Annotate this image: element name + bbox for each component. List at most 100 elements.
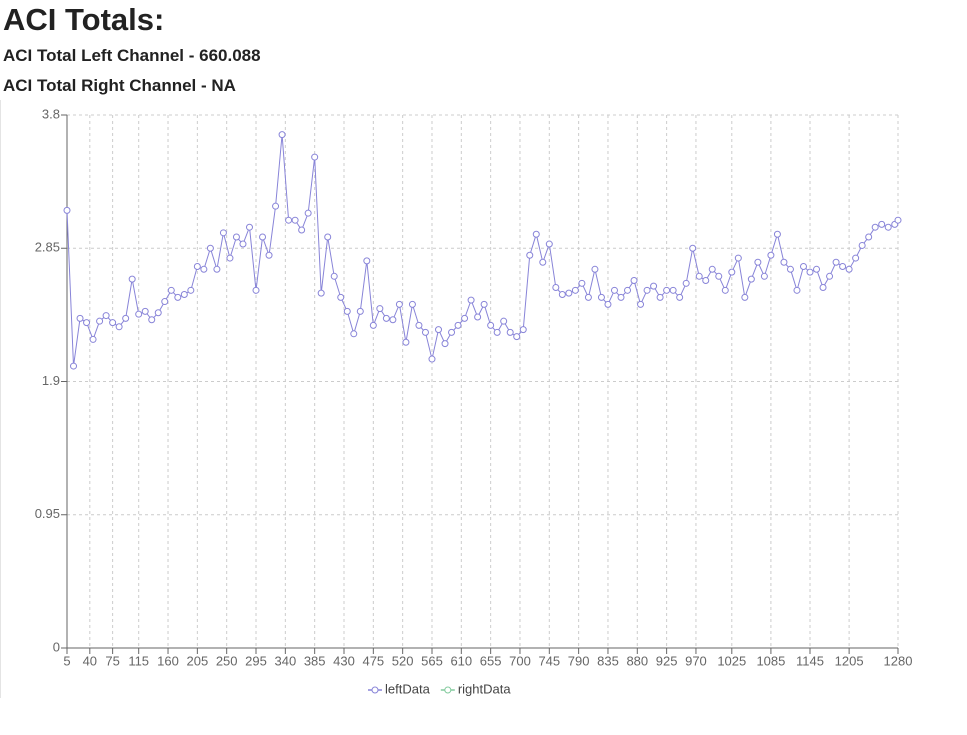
data-point [884, 223, 892, 231]
data-point [161, 298, 169, 306]
x-tick-label: 610 [450, 653, 472, 668]
data-point [122, 314, 130, 322]
x-tick-label: 565 [421, 653, 443, 668]
data-point [76, 314, 84, 322]
data-point [187, 286, 195, 294]
data-point [695, 272, 703, 280]
x-tick-label: 385 [304, 653, 326, 668]
y-tick-label: 2.85 [35, 240, 60, 255]
y-tick-label: 0.95 [35, 506, 60, 521]
x-tick-label: 835 [597, 653, 619, 668]
x-tick-label: 40 [83, 653, 97, 668]
x-tick-label: 1025 [717, 653, 746, 668]
data-point [604, 300, 612, 308]
x-tick-label: 475 [362, 653, 384, 668]
data-point [513, 333, 521, 341]
x-tick-label: 205 [187, 653, 209, 668]
data-point [278, 131, 286, 139]
right-total: ACI Total Right Channel - NA [3, 76, 236, 95]
data-point [285, 216, 293, 224]
data-point [265, 251, 273, 259]
data-point [350, 330, 358, 338]
data-point [454, 321, 462, 329]
x-tick-label: 880 [626, 653, 648, 668]
data-point [480, 300, 488, 308]
data-point [311, 153, 319, 161]
x-tick-label: 520 [392, 653, 414, 668]
data-point [832, 258, 840, 266]
data-point [663, 286, 671, 294]
data-point [324, 233, 332, 241]
data-point [167, 286, 175, 294]
x-tick-label: 1085 [756, 653, 785, 668]
data-point [128, 275, 136, 283]
data-point [532, 230, 540, 238]
data-point [610, 286, 618, 294]
data-point [826, 272, 834, 280]
data-point [376, 305, 384, 313]
x-tick-label: 1145 [796, 653, 824, 668]
data-point [337, 293, 345, 301]
data-point [682, 279, 690, 287]
data-point [780, 258, 788, 266]
data-point [558, 291, 566, 299]
data-point [734, 254, 742, 262]
data-point [643, 286, 651, 294]
data-point [330, 272, 338, 280]
data-point [624, 286, 632, 294]
data-point [487, 321, 495, 329]
x-tick-label: 970 [685, 653, 707, 668]
data-point [395, 300, 403, 308]
series-line [66, 134, 899, 367]
data-point [767, 251, 775, 259]
data-point [428, 355, 436, 363]
data-point [741, 293, 749, 301]
data-point [259, 233, 267, 241]
data-point [89, 335, 97, 343]
data-point [219, 229, 227, 237]
data-point [519, 326, 527, 334]
data-point [213, 265, 221, 273]
data-point [239, 240, 247, 248]
legend: leftData rightData [368, 681, 511, 696]
y-tick-label: 0 [53, 639, 60, 654]
x-tick-label: 160 [157, 653, 179, 668]
data-point [363, 257, 371, 265]
data-point [382, 314, 390, 322]
data-point [845, 265, 853, 273]
data-point [63, 206, 71, 214]
data-point [839, 262, 847, 270]
data-point [728, 268, 736, 276]
data-point [402, 338, 410, 346]
data-point [500, 317, 508, 325]
data-point [617, 293, 625, 301]
x-tick-label: 1205 [835, 653, 864, 668]
data-point [871, 223, 879, 231]
data-point [415, 321, 423, 329]
data-point [539, 258, 547, 266]
data-point [813, 265, 821, 273]
data-point [552, 284, 560, 292]
data-point [369, 321, 377, 329]
data-point [656, 293, 664, 301]
data-point [272, 202, 280, 210]
x-tick-label: 250 [216, 653, 238, 668]
data-point [715, 272, 723, 280]
data-point [760, 272, 768, 280]
x-tick-label: 655 [480, 653, 502, 668]
data-point [441, 340, 449, 348]
data-point [597, 293, 605, 301]
page-title: ACI Totals: [3, 2, 165, 37]
data-point [102, 312, 110, 320]
data-point [245, 223, 253, 231]
x-tick-label: 340 [274, 653, 296, 668]
data-point [174, 293, 182, 301]
data-point [474, 313, 482, 321]
data-point [858, 241, 866, 249]
x-tick-label: 700 [509, 653, 531, 668]
data-point [232, 233, 240, 241]
data-point [754, 258, 762, 266]
legend-swatch-dot [444, 686, 452, 694]
data-point [304, 209, 312, 217]
